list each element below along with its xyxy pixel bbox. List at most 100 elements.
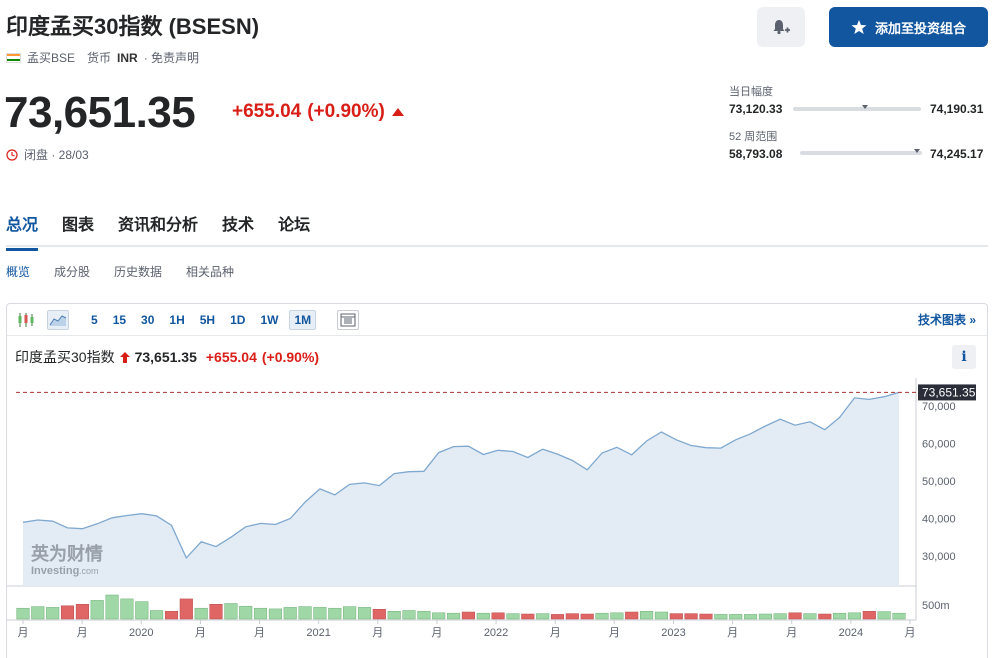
volume-bar (179, 598, 193, 620)
day-range-low: 73,120.33 (729, 102, 783, 116)
volume-bar (164, 611, 179, 620)
x-tick-label: 2024 (839, 627, 863, 639)
price-area (23, 392, 899, 586)
exchange-label: 孟买BSE (27, 51, 76, 65)
x-tick-label: 月 (254, 627, 265, 639)
currency-label: 货币 (87, 51, 112, 65)
x-tick-label: 2023 (661, 627, 685, 639)
timeframe-30m[interactable]: 30 (141, 312, 155, 327)
clock-icon (6, 148, 18, 161)
volume-bar (892, 612, 906, 620)
subtab-overview[interactable]: 概览 (6, 265, 31, 279)
tab-overview[interactable]: 总况 (6, 211, 39, 251)
volume-bar (209, 604, 223, 620)
timeframe-1h[interactable]: 1H (169, 312, 185, 327)
watermark-suffix: .com (79, 566, 99, 576)
tab-technical[interactable]: 技术 (222, 217, 255, 234)
week52-range-marker-icon (913, 143, 921, 161)
table-view-icon[interactable] (337, 309, 360, 330)
y-tick-label: 70,000 (922, 401, 956, 413)
bell-plus-icon (773, 20, 790, 35)
volume-bar (565, 613, 579, 620)
watermark-en: Investing (31, 565, 79, 577)
day-range-high: 74,190.31 (930, 102, 984, 116)
timeframe-5h[interactable]: 5H (199, 312, 216, 327)
legend-up-arrow-icon (119, 351, 130, 363)
volume-bar (536, 613, 550, 620)
add-to-portfolio-label: 添加至投资组合 (874, 20, 966, 36)
volume-bar (862, 611, 876, 620)
candlestick-icon[interactable] (15, 310, 37, 330)
market-status: 闭盘 · 28/03 (6, 146, 89, 163)
info-icon[interactable]: i (952, 345, 976, 369)
volume-bar (447, 612, 461, 620)
tab-chart[interactable]: 图表 (62, 217, 95, 234)
last-price-tag: 73,651.35 (918, 384, 976, 401)
volume-bar (773, 613, 787, 620)
tab-news-analysis[interactable]: 资讯和分析 (118, 217, 199, 234)
volume-bar (328, 607, 342, 620)
star-icon (851, 20, 867, 34)
volume-bar (239, 605, 253, 620)
timeframe-15m[interactable]: 15 (112, 312, 127, 327)
volume-bar (521, 613, 535, 620)
volume-bar (224, 603, 238, 620)
chart-panel (6, 303, 988, 658)
subtab-historical-data[interactable]: 历史数据 (114, 265, 163, 279)
week52-range-high: 74,245.17 (930, 147, 984, 161)
chart-toolbar: 5 15 30 1H 5H 1D 1W 1M (7, 304, 987, 336)
add-to-portfolio-button[interactable]: 添加至投资组合 (829, 7, 988, 47)
day-range-bar (793, 107, 921, 111)
volume-bar (150, 610, 164, 620)
x-tick-label: 月 (727, 627, 738, 639)
legend-price: 73,651.35 (134, 349, 197, 365)
volume-bar (580, 613, 594, 620)
volume-bar (699, 613, 713, 620)
y-tick-label: 40,000 (922, 514, 956, 526)
add-alert-button[interactable] (757, 7, 805, 47)
volume-bar (283, 607, 297, 620)
volume-bar (75, 604, 89, 620)
x-tick-label: 月 (195, 627, 206, 639)
day-range-marker-icon (861, 99, 869, 117)
subtab-related[interactable]: 相关品种 (186, 265, 235, 279)
timeframe-1w[interactable]: 1W (260, 312, 279, 327)
volume-bar (46, 607, 60, 620)
change-value: +655.04 (232, 101, 302, 122)
price-change: +655.04 (+0.90%) (232, 101, 405, 123)
volume-bar (640, 611, 654, 620)
timeframe-5m[interactable]: 5 (91, 312, 98, 327)
currency-value: INR (117, 50, 138, 65)
volume-bar (417, 611, 431, 620)
volume-bar (432, 612, 446, 620)
area-chart-icon[interactable] (47, 309, 69, 330)
subtab-components[interactable]: 成分股 (54, 265, 91, 279)
volume-bar (550, 614, 565, 620)
legend-change: +655.04 (205, 349, 257, 365)
volume-bar (105, 594, 119, 620)
volume-bar (669, 613, 683, 620)
volume-bar (343, 606, 357, 620)
volume-bar (491, 612, 505, 620)
x-tick-label: 月 (431, 627, 442, 639)
volume-bar (372, 609, 386, 620)
volume-bar (90, 600, 104, 620)
last-price-tag-text: 73,651.35 (922, 385, 976, 399)
volume-tick-label: 500m (922, 600, 950, 612)
volume-bar (313, 607, 327, 620)
technical-chart-link[interactable]: 技术图表 » (918, 313, 977, 327)
volume-bar (714, 614, 728, 620)
x-tick-label: 月 (372, 627, 383, 639)
volume-bar (625, 611, 639, 620)
instrument-title: 印度孟买30指数 (BSESN) (6, 14, 260, 39)
volume-bar (357, 607, 372, 620)
timeframe-1d[interactable]: 1D (230, 312, 246, 327)
volume-bar (506, 613, 520, 620)
timeframe-1m[interactable]: 1M (289, 309, 317, 330)
instrument-meta: 孟买BSE 货币 INR · 免责声明 (6, 49, 199, 66)
volume-bar (595, 612, 609, 620)
disclaimer-link[interactable]: · 免责声明 (143, 51, 200, 65)
tab-forum[interactable]: 论坛 (278, 217, 311, 234)
volume-bar (402, 610, 416, 620)
